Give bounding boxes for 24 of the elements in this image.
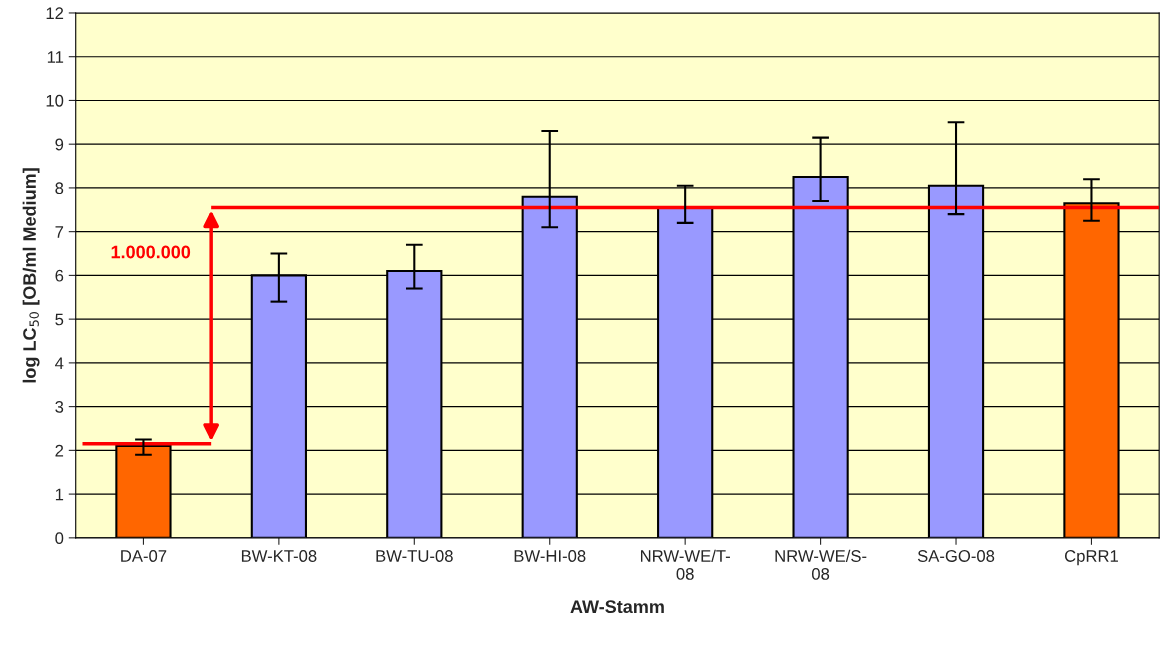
y-tick-label: 1: [55, 488, 64, 501]
x-axis-title: AW-Stamm: [570, 600, 664, 614]
x-tick-label: NRW-WE/S-08: [775, 549, 867, 580]
y-tick-label: 12: [46, 7, 64, 19]
x-tick-label: BW-KT-08: [241, 550, 317, 562]
x-tick-label: DA-07: [121, 550, 167, 562]
y-tick-label: 11: [47, 51, 64, 63]
y-tick-label: 2: [55, 444, 64, 457]
x-tick-label: BW-HI-08: [514, 550, 586, 562]
x-tick-label: BW-TU-08: [376, 550, 453, 562]
y-tick-label: 0: [55, 532, 64, 545]
y-tick-label: 3: [55, 401, 64, 413]
y-axis-title: log LC$_{50}$ [OB/ml Medium]: [22, 168, 40, 383]
x-tick-label: CpRR1: [1064, 550, 1118, 566]
y-tick-label: 4: [55, 357, 64, 369]
y-tick-label: 10: [46, 94, 64, 107]
y-tick-label: 6: [55, 269, 64, 282]
y-tick-label: 8: [55, 182, 64, 195]
x-tick-label: SA-GO-08: [917, 550, 995, 562]
y-tick-label: 7: [55, 226, 64, 238]
y-tick-label: 5: [55, 313, 64, 326]
y-tick-label: 9: [55, 138, 64, 151]
annotation: 1.000.000: [111, 245, 191, 259]
x-tick-label: NRW-WE/T-08: [641, 549, 730, 580]
